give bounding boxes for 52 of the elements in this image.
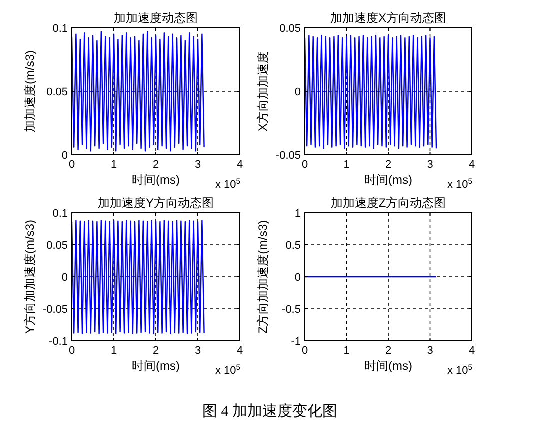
text: x 10$^{5}$ — [447, 362, 473, 377]
x-axis-title: 时间(ms) — [132, 359, 180, 373]
text: x 10$^{5}$ — [447, 176, 473, 191]
x-tick-label: 3 — [427, 345, 434, 357]
y-axis-title: 加加速度(m/s3) — [23, 50, 37, 132]
line-series — [71, 220, 205, 335]
line-series — [71, 31, 205, 152]
x-axis-title: 时间(ms) — [364, 173, 412, 187]
caption: 图 4 加加速度变化图 — [202, 403, 338, 420]
x-tick-label: 1 — [344, 345, 350, 357]
y-tick-label: 0.05 — [46, 86, 68, 98]
y-tick-label: -0.1 — [49, 336, 68, 348]
y-axis-title: X方向加加速度 — [256, 51, 270, 132]
x-tick-label: 3 — [194, 345, 202, 357]
y-tick-label: 0.05 — [280, 23, 301, 35]
y-tick-label: -0.05 — [42, 304, 68, 316]
chart-title: 加加速度Y方向动态图 — [98, 196, 214, 210]
y-tick-label: 0.1 — [52, 208, 68, 220]
y-axis-title: Z方向加加速度(m/s3) — [256, 220, 270, 334]
y-tick-label: -0.5 — [282, 304, 301, 316]
y-tick-label: 1 — [294, 208, 301, 220]
y-tick-label: -1 — [291, 336, 301, 348]
x-tick-label: 4 — [468, 345, 476, 357]
y-tick-label: -0.05 — [276, 150, 301, 162]
x-axis-title: 时间(ms) — [364, 359, 412, 373]
x-tick-label: 2 — [385, 159, 392, 171]
x-tick-label: 3 — [427, 159, 434, 171]
text: x 10$^{5}$ — [215, 176, 241, 191]
chart-title: 加加速度X方向动态图 — [330, 11, 447, 25]
x-tick-label: 1 — [344, 159, 350, 171]
x-tick-label: 1 — [110, 345, 118, 357]
y-axis-title: Y方向加加速度(m/s3) — [23, 220, 37, 334]
y-tick-label: 0.5 — [286, 240, 301, 252]
x-tick-label: 2 — [385, 345, 392, 357]
y-tick-label: 0.05 — [46, 240, 68, 252]
x-tick-label: 4 — [236, 159, 244, 171]
x-tick-label: 3 — [194, 159, 202, 171]
x-tick-label: 1 — [110, 159, 118, 171]
chart-title: 加加速度Z方向动态图 — [330, 196, 446, 210]
x-tick-label: 4 — [236, 345, 244, 357]
y-tick-label: 0 — [294, 86, 301, 98]
y-tick-label: 0.1 — [52, 23, 68, 35]
text: x 10$^{5}$ — [215, 362, 241, 377]
x-tick-label: 2 — [152, 345, 160, 357]
y-tick-label: 0 — [294, 272, 301, 284]
chart-title: 加加速度动态图 — [114, 11, 198, 25]
x-tick-label: 4 — [468, 159, 476, 171]
y-tick-label: 0 — [62, 150, 68, 162]
x-axis-title: 时间(ms) — [132, 173, 180, 187]
x-tick-label: 2 — [152, 159, 160, 171]
line-series — [304, 35, 438, 150]
y-tick-label: 0 — [62, 272, 68, 284]
